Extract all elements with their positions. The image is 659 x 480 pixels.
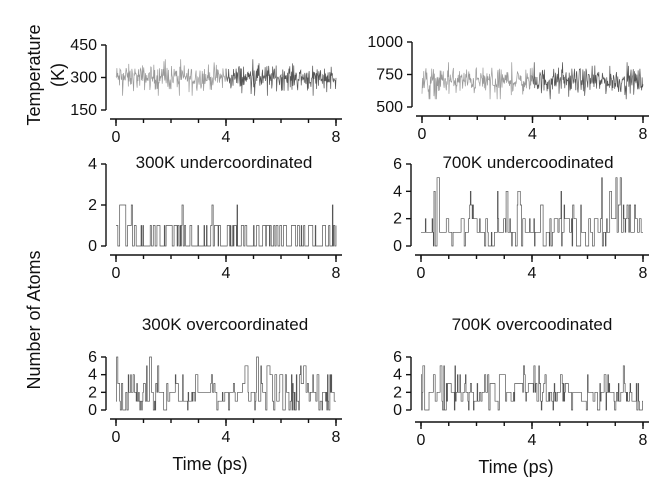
y-tick-label: 450 [70, 37, 97, 54]
x-tick-label: 8 [639, 432, 648, 449]
number-of-atoms-axis-label: Number of Atoms [24, 250, 44, 389]
y-tick-label: 2 [393, 384, 402, 401]
y-tick-label: 6 [393, 349, 402, 366]
atom-count-trace [116, 356, 336, 411]
panel-title: 300K overcoordinated [142, 315, 308, 334]
y-tick-label: 6 [88, 349, 97, 366]
y-tick-label: 0 [88, 238, 97, 255]
x-tick-label: 8 [332, 129, 341, 146]
temperature-axis-label: Temperature [24, 24, 44, 125]
x-tick-label: 8 [332, 429, 341, 446]
x-axis-label-left: Time (ps) [172, 454, 247, 474]
y-tick-label: 4 [393, 367, 402, 384]
temperature-trace-early [421, 62, 533, 100]
x-tick-label: 4 [528, 432, 537, 449]
x-tick-label: 0 [417, 265, 426, 282]
temperature-trace-early [115, 59, 227, 96]
x-tick-label: 0 [418, 126, 427, 143]
x-tick-label: 4 [528, 265, 537, 282]
atom-count-trace [421, 177, 643, 247]
x-tick-label: 0 [417, 432, 426, 449]
x-tick-label: 8 [639, 126, 648, 143]
temperature-trace-late [532, 62, 644, 100]
y-tick-label: 750 [376, 67, 403, 84]
x-tick-label: 4 [528, 126, 537, 143]
x-axis-label-right: Time (ps) [478, 457, 553, 477]
y-tick-label: 4 [393, 183, 402, 200]
y-tick-label: 150 [70, 102, 97, 119]
y-tick-label: 4 [88, 367, 97, 384]
y-tick-label: 500 [376, 99, 403, 116]
y-tick-label: 0 [88, 402, 97, 419]
x-tick-label: 8 [639, 265, 648, 282]
x-tick-label: 0 [112, 429, 121, 446]
y-tick-label: 0 [393, 238, 402, 255]
atom-count-trace [421, 365, 643, 411]
x-tick-label: 0 [112, 265, 121, 282]
temperature-trace-late [225, 59, 337, 96]
temperature-axis-unit: (K) [48, 63, 68, 87]
panel-p3: 0 2 4 0 4 8 300K undercoordinated [88, 153, 342, 282]
y-tick-label: 2 [88, 384, 97, 401]
y-tick-label: 0 [393, 402, 402, 419]
panel-title: 300K undercoordinated [136, 153, 313, 172]
panel-p2: 500 750 1000 0 4 8 [367, 34, 649, 143]
y-tick-label: 2 [88, 197, 97, 214]
x-tick-label: 4 [222, 129, 231, 146]
atom-count-trace [116, 204, 337, 247]
panel-title: 700K overcoodinated [452, 315, 613, 334]
x-tick-label: 4 [222, 265, 231, 282]
y-tick-label: 6 [393, 156, 402, 173]
x-tick-label: 8 [332, 265, 341, 282]
y-tick-label: 2 [393, 211, 402, 228]
y-tick-label: 4 [88, 156, 97, 173]
x-tick-label: 0 [112, 129, 121, 146]
panel-p4: 0 2 4 6 0 4 8 700K undercoodinated [393, 153, 649, 282]
panel-p1: 150 300 450 0 4 8 [70, 37, 342, 146]
y-tick-label: 300 [70, 70, 97, 87]
panel-title: 700K undercoodinated [442, 153, 613, 172]
y-tick-label: 1000 [367, 34, 403, 51]
x-tick-label: 4 [222, 429, 231, 446]
